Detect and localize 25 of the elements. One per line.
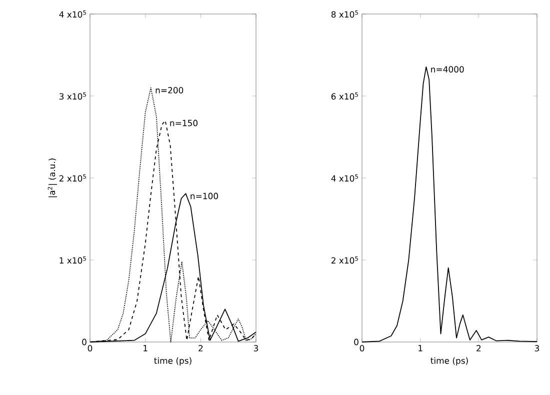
x-axis-title: time (ps) bbox=[430, 357, 468, 366]
x-tick-label: 3 bbox=[254, 345, 258, 352]
series-label: n=150 bbox=[170, 120, 198, 126]
y-tick-label: 3 x10$^{5}$ bbox=[59, 92, 86, 100]
y-tick-label: 2 x10$^{5}$ bbox=[59, 174, 86, 182]
y-tick-label: 1 x10$^{5}$ bbox=[60, 256, 86, 264]
series-label: n=200 bbox=[156, 87, 184, 94]
x-tick-label: 3 bbox=[534, 345, 540, 352]
y-tick-label: 8 x10$^{5}$ bbox=[331, 10, 358, 18]
y-tick-label: 4 x10$^{5}$ bbox=[331, 174, 358, 182]
y-tick-label: 0 bbox=[82, 338, 86, 346]
y-tick-label: 0 bbox=[354, 338, 358, 346]
y-tick-label: 2 x10$^{5}$ bbox=[331, 256, 358, 264]
y-axis-title: |a$^{2}$| (a.u.) bbox=[48, 158, 57, 198]
y-tick-label: 4 x10$^{5}$ bbox=[59, 10, 86, 18]
x-tick-label: 1 bbox=[144, 345, 148, 352]
x-tick-label: 2 bbox=[476, 345, 481, 352]
y-tick-label: 6 x10$^{5}$ bbox=[331, 92, 358, 100]
series-label: n=4000 bbox=[431, 66, 464, 72]
x-tick-label: 0 bbox=[360, 345, 364, 352]
x-tick-label: 1 bbox=[418, 345, 422, 352]
x-tick-label: 0 bbox=[88, 345, 92, 352]
x-axis-title: time (ps) bbox=[154, 357, 192, 366]
series-label: n=100 bbox=[190, 192, 218, 200]
x-tick-label: 2 bbox=[198, 345, 203, 352]
